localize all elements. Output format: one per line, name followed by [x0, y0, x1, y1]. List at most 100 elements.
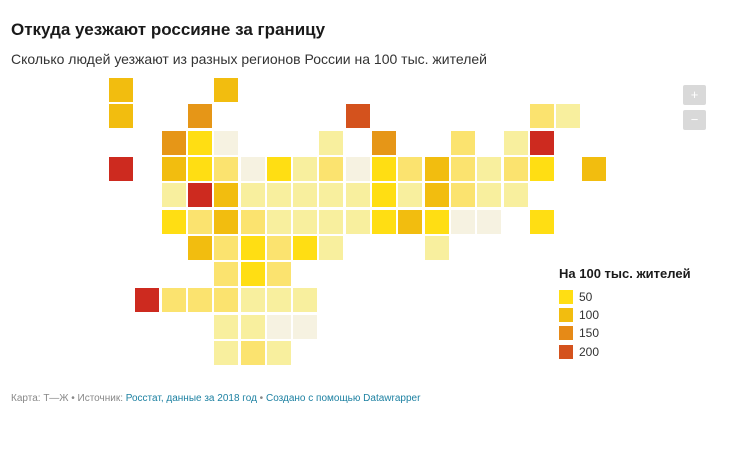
region-tile[interactable]	[451, 131, 475, 155]
region-tile[interactable]	[241, 157, 265, 181]
region-tile[interactable]	[267, 288, 291, 312]
region-tile[interactable]	[398, 183, 422, 207]
region-tile[interactable]	[372, 210, 396, 234]
region-tile[interactable]	[267, 210, 291, 234]
region-tile[interactable]	[556, 104, 580, 128]
region-tile[interactable]	[530, 210, 554, 234]
region-tile[interactable]	[214, 157, 238, 181]
legend-swatch	[559, 345, 573, 359]
footer-map-credit: Карта: Т—Ж	[11, 393, 69, 404]
region-tile[interactable]	[241, 288, 265, 312]
region-tile[interactable]	[109, 157, 133, 181]
region-tile[interactable]	[241, 183, 265, 207]
region-tile[interactable]	[214, 315, 238, 339]
region-tile[interactable]	[214, 210, 238, 234]
region-tile[interactable]	[477, 183, 501, 207]
region-tile[interactable]	[425, 183, 449, 207]
region-tile[interactable]	[451, 183, 475, 207]
region-tile[interactable]	[214, 131, 238, 155]
map-title: Откуда уезжают россияне за границу	[11, 20, 326, 39]
region-tile[interactable]	[188, 288, 212, 312]
region-tile[interactable]	[477, 210, 501, 234]
region-tile[interactable]	[504, 131, 528, 155]
legend-label: 50	[579, 290, 593, 304]
region-tile[interactable]	[504, 183, 528, 207]
region-tile[interactable]	[346, 183, 370, 207]
region-tile[interactable]	[188, 210, 212, 234]
region-tile[interactable]	[267, 183, 291, 207]
footer-separator: •	[68, 393, 78, 404]
region-tile[interactable]	[346, 157, 370, 181]
region-tile[interactable]	[267, 157, 291, 181]
region-tile[interactable]	[530, 104, 554, 128]
region-tile[interactable]	[398, 210, 422, 234]
zoom-out-button[interactable]: −	[683, 110, 706, 130]
region-tile[interactable]	[188, 157, 212, 181]
region-tile[interactable]	[293, 183, 317, 207]
region-tile[interactable]	[504, 157, 528, 181]
region-tile[interactable]	[267, 262, 291, 286]
region-tile[interactable]	[319, 131, 343, 155]
region-tile[interactable]	[267, 315, 291, 339]
region-tile[interactable]	[214, 288, 238, 312]
region-tile[interactable]	[135, 288, 159, 312]
region-tile[interactable]	[582, 157, 606, 181]
region-tile[interactable]	[214, 262, 238, 286]
region-tile[interactable]	[162, 157, 186, 181]
region-tile[interactable]	[241, 236, 265, 260]
region-tile[interactable]	[530, 157, 554, 181]
region-tile[interactable]	[293, 236, 317, 260]
region-tile[interactable]	[267, 341, 291, 365]
legend-swatch	[559, 290, 573, 304]
region-tile[interactable]	[372, 131, 396, 155]
region-tile[interactable]	[425, 157, 449, 181]
region-tile[interactable]	[162, 210, 186, 234]
region-tile[interactable]	[319, 157, 343, 181]
region-tile[interactable]	[319, 210, 343, 234]
region-tile[interactable]	[372, 157, 396, 181]
legend-swatch	[559, 308, 573, 322]
legend-label: 150	[579, 326, 600, 340]
region-tile[interactable]	[188, 104, 212, 128]
region-tile[interactable]	[451, 210, 475, 234]
region-tile[interactable]	[530, 131, 554, 155]
region-tile[interactable]	[214, 183, 238, 207]
region-tile[interactable]	[267, 236, 291, 260]
region-tile[interactable]	[214, 78, 238, 102]
region-tile[interactable]	[188, 236, 212, 260]
region-tile[interactable]	[293, 288, 317, 312]
region-tile[interactable]	[293, 157, 317, 181]
region-tile[interactable]	[346, 104, 370, 128]
region-tile[interactable]	[319, 183, 343, 207]
region-tile[interactable]	[188, 131, 212, 155]
footer-source-link[interactable]: Росстат, данные за 2018 год	[125, 393, 257, 404]
region-tile[interactable]	[162, 183, 186, 207]
region-tile[interactable]	[451, 157, 475, 181]
region-tile[interactable]	[425, 236, 449, 260]
region-tile[interactable]	[346, 210, 370, 234]
region-tile[interactable]	[319, 236, 343, 260]
region-tile[interactable]	[372, 183, 396, 207]
region-tile[interactable]	[425, 210, 449, 234]
legend-title: На 100 тыс. жителей	[559, 266, 691, 281]
region-tile[interactable]	[241, 262, 265, 286]
region-tile[interactable]	[241, 210, 265, 234]
region-tile[interactable]	[162, 131, 186, 155]
region-tile[interactable]	[477, 157, 501, 181]
region-tile[interactable]	[214, 341, 238, 365]
region-tile[interactable]	[109, 78, 133, 102]
region-tile[interactable]	[162, 288, 186, 312]
legend-label: 100	[579, 308, 600, 322]
region-tile[interactable]	[109, 104, 133, 128]
zoom-in-button[interactable]: +	[683, 85, 706, 105]
region-tile[interactable]	[188, 183, 212, 207]
legend-label: 200	[579, 345, 600, 359]
region-tile[interactable]	[398, 157, 422, 181]
region-tile[interactable]	[293, 315, 317, 339]
footer-datawrapper-link[interactable]: Создано с помощью Datawrapper	[265, 393, 421, 404]
region-tile[interactable]	[241, 315, 265, 339]
region-tile[interactable]	[293, 210, 317, 234]
region-tile[interactable]	[241, 341, 265, 365]
region-tile[interactable]	[214, 236, 238, 260]
